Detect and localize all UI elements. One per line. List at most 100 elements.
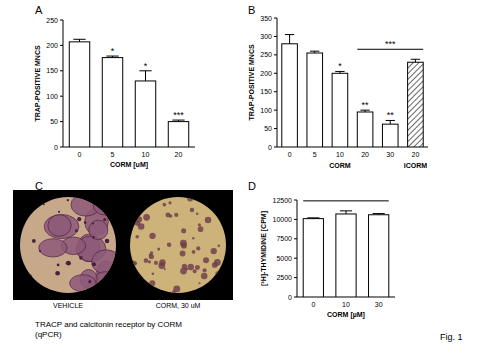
- significance: *: [111, 46, 115, 56]
- error-stem: [390, 120, 391, 124]
- cell: [192, 237, 194, 239]
- x-tick-label: 10: [342, 301, 350, 308]
- cell: [92, 250, 121, 274]
- y-tick: [294, 200, 297, 201]
- x-tick-label: 0: [288, 151, 292, 158]
- error-bar: [285, 35, 294, 44]
- panel-2: D02500500075001000012500[³H]-THYMIDINE […: [248, 180, 395, 319]
- bar: [69, 42, 89, 147]
- x-tick-label: 20: [412, 151, 420, 158]
- cell: [173, 285, 180, 292]
- error-bar: [307, 217, 319, 219]
- nucleus: [103, 218, 106, 221]
- figure: A050100150200250TRAP-POSITIVE MNCS*****0…: [0, 0, 480, 360]
- cell: [168, 201, 171, 204]
- nucleus: [39, 250, 41, 252]
- significance: ***: [173, 110, 184, 120]
- x-tick-label: 5: [111, 151, 115, 158]
- error-bar: [310, 51, 319, 53]
- error-cap: [411, 59, 420, 60]
- y-tick: [60, 96, 63, 97]
- cell: [198, 282, 200, 284]
- y-tick: [274, 110, 277, 111]
- y-tick: [274, 147, 277, 148]
- panel-letter: D: [248, 180, 256, 192]
- micrograph: [12, 194, 120, 295]
- bar: [357, 112, 373, 147]
- y-tick-label: 200: [260, 70, 272, 77]
- cell: [215, 271, 220, 276]
- image-caption: CORM, 30 uM: [156, 302, 201, 309]
- y-tick-label: 100: [260, 107, 272, 114]
- x-tick-label: 0: [311, 301, 315, 308]
- bar: [382, 124, 398, 147]
- cell: [203, 268, 207, 272]
- significance: **: [387, 110, 395, 120]
- y-axis: [63, 20, 64, 147]
- y-tick: [294, 219, 297, 220]
- note: (qPCR): [35, 330, 62, 339]
- x-tick-label: 20: [175, 151, 183, 158]
- y-tick-label: 50: [50, 118, 58, 125]
- cell: [138, 223, 145, 230]
- error-cap: [285, 34, 294, 35]
- cell: [133, 261, 137, 265]
- cell: [198, 226, 204, 232]
- marks: [69, 39, 188, 147]
- nucleus: [88, 280, 91, 283]
- cell: [48, 215, 71, 237]
- y-tick-label: 200: [46, 42, 58, 49]
- cell: [158, 262, 165, 269]
- figure-label: Fig. 1: [440, 332, 463, 342]
- cell: [196, 213, 199, 216]
- y-tick: [60, 45, 63, 46]
- x-tick-label: 20: [361, 151, 369, 158]
- bracket-label: ***: [385, 39, 396, 49]
- cell: [219, 214, 222, 217]
- nucleus: [103, 280, 108, 285]
- note: TRACP and calcitonin receptor by CORM: [35, 320, 182, 329]
- nucleus: [92, 222, 94, 224]
- y-tick-label: 250: [260, 51, 272, 58]
- cell: [149, 254, 154, 259]
- error-bar: [373, 214, 385, 215]
- nucleus: [18, 283, 22, 287]
- cell: [164, 268, 166, 270]
- cell: [135, 235, 139, 239]
- panel-letter: A: [35, 4, 43, 16]
- nucleus: [104, 207, 107, 210]
- cell: [187, 195, 193, 201]
- nucleus: [31, 283, 36, 288]
- cell: [71, 194, 101, 216]
- cell: [142, 203, 145, 206]
- x-axis: [277, 147, 428, 148]
- y-tick-label: 12500: [273, 197, 293, 204]
- nucleus: [30, 275, 32, 277]
- x-tick-label: 10: [142, 151, 150, 158]
- cell: [157, 247, 160, 250]
- cell: [201, 273, 208, 280]
- image-frame: [13, 190, 123, 300]
- y-tick: [294, 297, 297, 298]
- group-label: iCORM: [404, 162, 428, 169]
- cell: [174, 213, 178, 217]
- panel-letter: B: [248, 4, 255, 16]
- panel-images: CVEHICLECORM, 30 uM: [12, 180, 233, 309]
- cell: [93, 195, 116, 215]
- y-tick: [294, 238, 297, 239]
- group-label: CORM: [329, 162, 351, 169]
- cell: [135, 216, 142, 223]
- cell: [192, 250, 196, 254]
- nucleus: [75, 229, 78, 232]
- y-tick: [274, 128, 277, 129]
- cell: [190, 208, 194, 212]
- nucleus: [79, 256, 83, 260]
- micrograph: [128, 195, 228, 295]
- cell: [149, 233, 155, 239]
- x-axis-label: CORM [µM]: [327, 311, 365, 319]
- bar: [332, 73, 348, 147]
- y-axis: [277, 18, 278, 147]
- nucleus: [92, 262, 96, 266]
- y-tick: [274, 91, 277, 92]
- nucleus: [114, 216, 118, 220]
